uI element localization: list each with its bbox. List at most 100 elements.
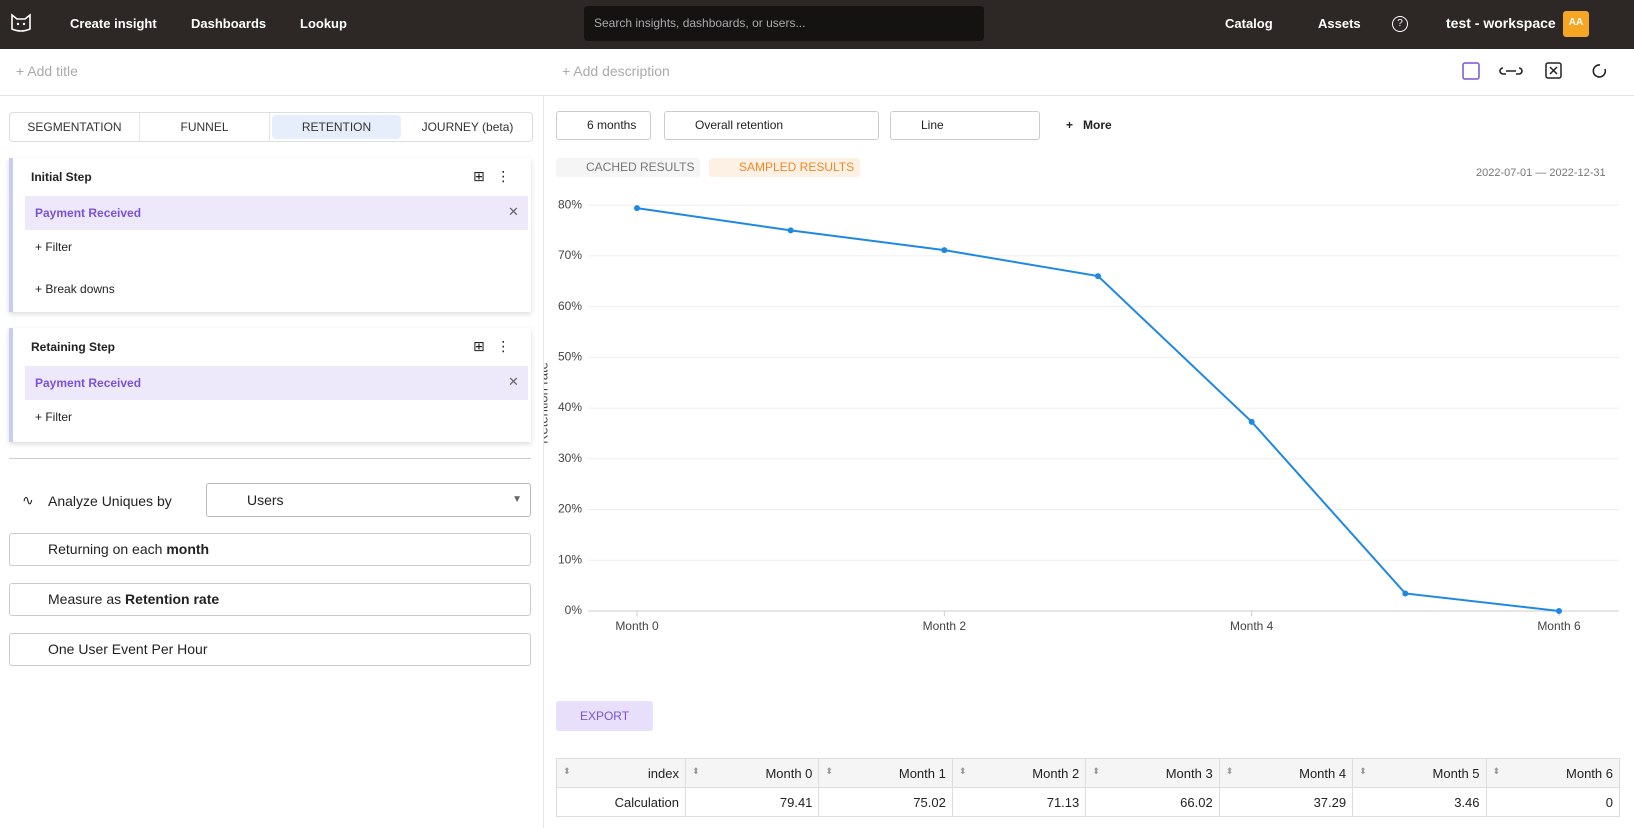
- nav-link[interactable]: Dashboards: [191, 16, 267, 31]
- add-description[interactable]: + Add description: [562, 63, 670, 79]
- option-text: One User Event Per Hour: [48, 641, 208, 657]
- option-value: month: [166, 541, 210, 557]
- y-axis-label: Retention rate: [544, 362, 550, 444]
- analyze-icon: ∿: [22, 492, 34, 508]
- analyze-select[interactable]: Users ▼: [206, 483, 531, 517]
- x-tick-label: Month 0: [615, 619, 659, 633]
- search-input[interactable]: Search insights, dashboards, or users...: [584, 6, 984, 41]
- y-tick-label: 10%: [558, 552, 582, 566]
- y-tick-label: 20%: [558, 502, 582, 516]
- add-title[interactable]: + Add title: [16, 63, 78, 79]
- tab[interactable]: SEGMENTATION: [10, 113, 140, 141]
- row-label: Calculation: [556, 787, 686, 817]
- add-filter[interactable]: + Filter: [35, 240, 73, 254]
- column-header[interactable]: ⬍ Month 4: [1218, 758, 1354, 788]
- y-tick-label: 30%: [558, 451, 582, 465]
- sampled-badge: SAMPLED RESULTS: [709, 158, 861, 177]
- tabs: SEGMENTATION FUNNEL RETENTION JOURNEY (b…: [9, 112, 533, 142]
- table-cell: 66.02: [1085, 787, 1220, 817]
- y-tick-label: 70%: [558, 248, 582, 262]
- step-card: Initial Step ⊞ ⋮ Payment Received ✕ + Fi…: [9, 158, 531, 312]
- nav-link[interactable]: Assets: [1318, 16, 1361, 31]
- toolbar-icons: [1462, 62, 1607, 80]
- x-tick-label: Month 6: [1537, 619, 1581, 633]
- toolbar: + Add title + Add description: [0, 49, 1634, 96]
- more-label: More: [1083, 118, 1112, 132]
- event-chip[interactable]: Payment Received: [25, 366, 528, 400]
- add-breakdown[interactable]: + Break downs: [35, 282, 115, 296]
- workspace-name[interactable]: test - workspace: [1446, 15, 1556, 31]
- y-tick-label: 60%: [558, 299, 582, 313]
- nav-link[interactable]: Lookup: [300, 16, 347, 31]
- column-header[interactable]: ⬍ Month 1: [818, 758, 953, 788]
- column-header[interactable]: ⬍ index: [556, 758, 686, 788]
- help-button[interactable]: ?: [1392, 16, 1408, 32]
- y-tick-label: 80%: [558, 197, 582, 211]
- y-tick-label: 50%: [558, 350, 582, 364]
- step-title: Initial Step: [31, 170, 92, 184]
- column-header[interactable]: ⬍ Month 2: [951, 758, 1087, 788]
- logo[interactable]: [9, 11, 33, 35]
- table-cell: 37.29: [1218, 787, 1354, 817]
- step-menu[interactable]: ⊞ ⋮: [473, 168, 511, 184]
- retention-chart: Retention rate 0% 10% 20% 30% 40% 50% 60% 70% 80%…: [544, 197, 1619, 633]
- date-range: 2022-07-01 — 2022-12-31: [1476, 167, 1606, 179]
- table-cell: 79.41: [684, 787, 820, 817]
- retention-select[interactable]: Overall retention: [664, 111, 879, 140]
- more-button[interactable]: + More: [1066, 118, 1112, 132]
- y-tick-label: 40%: [558, 400, 582, 414]
- point: [634, 205, 640, 212]
- close-icon[interactable]: [1545, 62, 1562, 79]
- option-row[interactable]: Returning on each month: [9, 533, 531, 566]
- tab[interactable]: RETENTION: [272, 115, 401, 139]
- step-card: Retaining Step ⊞ ⋮ Payment Received ✕ + …: [9, 328, 531, 442]
- export-button[interactable]: EXPORT: [556, 701, 653, 731]
- link-icon[interactable]: [1499, 67, 1523, 75]
- remove-event[interactable]: ✕: [508, 204, 519, 219]
- option-text: Measure as: [48, 591, 122, 607]
- point: [1402, 590, 1409, 597]
- table-cell: 3.46: [1352, 787, 1487, 817]
- refresh-icon[interactable]: [1592, 64, 1607, 78]
- line: [636, 207, 1560, 612]
- analyze-value: Users: [247, 492, 284, 508]
- option-row[interactable]: Measure as Retention rate: [9, 583, 531, 616]
- option-text: Returning on each: [48, 541, 163, 557]
- range-button[interactable]: 6 months: [556, 111, 651, 140]
- step-menu[interactable]: ⊞ ⋮: [473, 338, 511, 354]
- avatar[interactable]: AA: [1563, 11, 1589, 37]
- option-row[interactable]: One User Event Per Hour: [9, 633, 531, 666]
- table-header: ⬍ index ⬍ Month 0 ⬍ Month 1 ⬍ Month 2 ⬍ Month 3 ⬍ M…: [556, 758, 1621, 788]
- column-header[interactable]: ⬍ Month 5: [1352, 758, 1487, 788]
- column-header[interactable]: ⬍ Month 6: [1485, 758, 1621, 788]
- table-cell: 0: [1485, 787, 1621, 817]
- y-tick-label: 0%: [565, 603, 583, 617]
- point: [941, 247, 948, 254]
- event-chip[interactable]: Payment Received: [25, 196, 528, 230]
- remove-event[interactable]: ✕: [508, 374, 519, 389]
- tab[interactable]: FUNNEL: [140, 113, 270, 141]
- top-nav: Create insight Dashboards Lookup Search …: [0, 0, 1634, 49]
- nav-link[interactable]: Create insight: [70, 16, 157, 31]
- column-header[interactable]: ⬍ Month 0: [684, 758, 820, 788]
- divider: [9, 458, 531, 459]
- table-cell: 75.02: [818, 787, 953, 817]
- x-tick-label: Month 4: [1230, 619, 1274, 633]
- results-table: ⬍ index ⬍ Month 0 ⬍ Month 1 ⬍ Month 2 ⬍ Month 3 ⬍ M…: [556, 758, 1621, 817]
- point: [1556, 608, 1562, 614]
- table-cell: 71.13: [951, 787, 1087, 817]
- column-header[interactable]: ⬍ Month 3: [1085, 758, 1220, 788]
- analyze-label: Analyze Uniques by: [48, 493, 172, 509]
- point: [1248, 418, 1255, 425]
- chart-kind-select[interactable]: Line: [890, 111, 1040, 140]
- step-title: Retaining Step: [31, 340, 116, 354]
- option-value: Retention rate: [125, 591, 220, 607]
- x-tick-label: Month 2: [923, 619, 967, 633]
- save-icon[interactable]: [1462, 62, 1480, 80]
- point: [1095, 273, 1101, 280]
- tab[interactable]: JOURNEY (beta): [421, 120, 514, 134]
- cached-badge: CACHED RESULTS: [556, 158, 701, 177]
- nav-link[interactable]: Catalog: [1225, 16, 1273, 31]
- add-filter[interactable]: + Filter: [35, 410, 73, 424]
